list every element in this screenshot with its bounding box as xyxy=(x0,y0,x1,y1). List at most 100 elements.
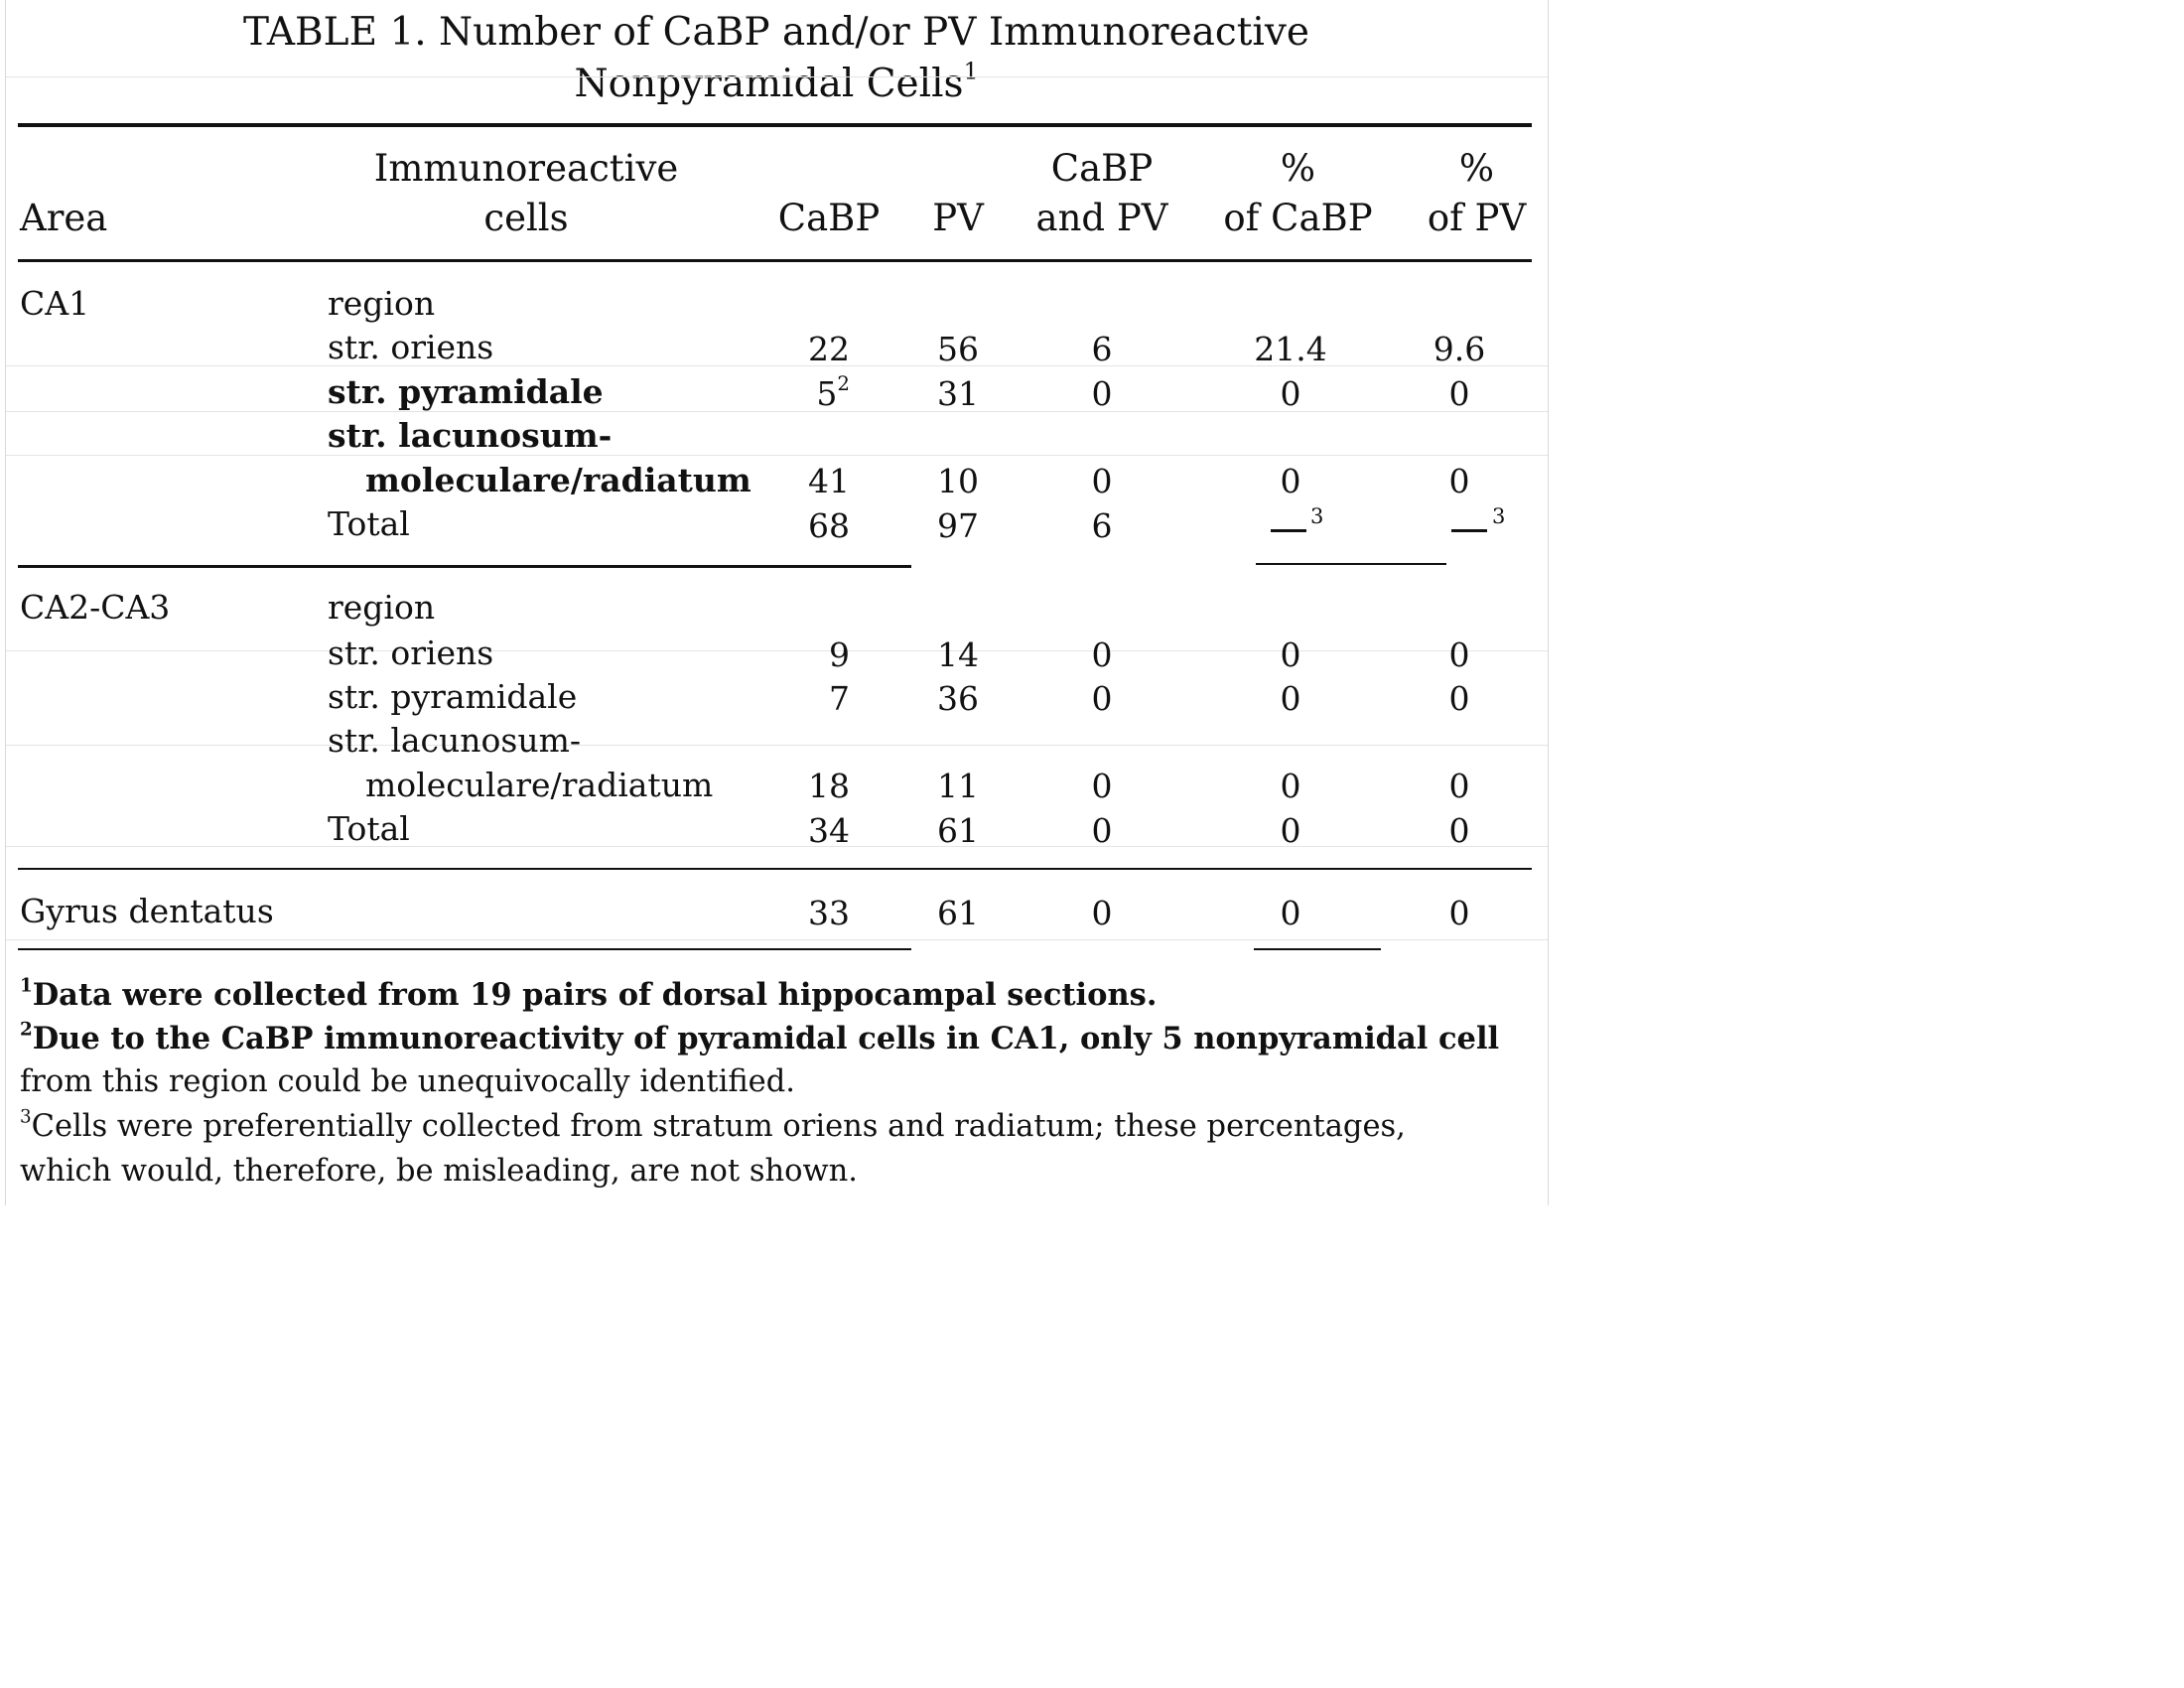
row-label: str. oriens xyxy=(328,633,494,672)
cell-pct-pv: 0 xyxy=(1448,811,1470,850)
cell-pv: 36 xyxy=(937,679,979,718)
footnote-text: Due to the CaBP immunoreactivity of pyra… xyxy=(32,1021,1500,1056)
cell-both: 0 xyxy=(1091,811,1113,850)
cell-both: 0 xyxy=(1091,767,1113,805)
section-rule-ca23 xyxy=(18,868,1532,870)
row-label: str. pyramidale xyxy=(328,677,578,716)
area-ca23: CA2-CA3 xyxy=(20,588,171,627)
page-border-right xyxy=(1548,0,1549,1205)
cell-pct-cabp: 0 xyxy=(1280,374,1301,413)
bottom-rule xyxy=(18,948,911,950)
cell-pct-cabp: 21.4 xyxy=(1254,330,1327,368)
row-label-line1: str. lacunosum- xyxy=(328,416,613,455)
cell-pct-cabp: 0 xyxy=(1280,635,1301,674)
cell-pv: 14 xyxy=(937,635,979,674)
header-area: Area xyxy=(20,197,108,239)
cell-pct-pv: 0 xyxy=(1448,635,1470,674)
header-pct-pv-line2: of PV xyxy=(1427,197,1527,239)
table-page: TABLE 1. Number of CaBP and/or PV Immuno… xyxy=(0,0,1553,1205)
cell-both: 0 xyxy=(1091,374,1113,413)
cell-cabp: 68 xyxy=(808,506,850,545)
cell-cabp: 41 xyxy=(808,462,850,500)
cell-pv: 61 xyxy=(937,811,979,850)
row-label: str. oriens xyxy=(328,328,494,366)
header-cabp: CaBP xyxy=(777,197,881,239)
grid-line xyxy=(6,745,1548,746)
cell-cabp: 52 xyxy=(774,374,850,414)
cell-both: 0 xyxy=(1091,462,1113,500)
grid-line xyxy=(6,76,1548,77)
cell-pct-cabp: 0 xyxy=(1280,767,1301,805)
footnote-mark: 2 xyxy=(837,372,850,396)
cell-cabp: 7 xyxy=(829,679,850,718)
footnote-mark: 2 xyxy=(20,1019,33,1041)
cell-pct-pv: 0 xyxy=(1448,894,1470,932)
top-rule xyxy=(18,123,1532,127)
footnote-mark: 3 xyxy=(1310,504,1324,528)
footnote-text: Cells were preferentially collected from… xyxy=(31,1109,1406,1144)
cell-cabp-value: 5 xyxy=(816,374,838,413)
region-label: region xyxy=(328,588,436,627)
row-label-line1: str. lacunosum- xyxy=(328,721,582,760)
grid-line xyxy=(6,411,1548,412)
row-label-line2: moleculare/radiatum xyxy=(365,461,751,499)
cell-cabp: 22 xyxy=(808,330,850,368)
cell-both: 6 xyxy=(1091,330,1113,368)
grid-line xyxy=(6,846,1548,847)
header-pv: PV xyxy=(932,197,984,239)
header-pct-cabp-line2: of CaBP xyxy=(1223,197,1373,239)
footnote-3: 3Cells were preferentially collected fro… xyxy=(20,1105,1406,1149)
cell-cabp: 18 xyxy=(808,767,850,805)
grid-line xyxy=(6,939,1548,940)
cell-pv: 10 xyxy=(937,462,979,500)
grid-line xyxy=(6,650,1548,651)
cell-both: 0 xyxy=(1091,635,1113,674)
footnote-mark: 3 xyxy=(20,1106,32,1128)
header-cells-line2: cells xyxy=(483,197,569,239)
table-title-line1: TABLE 1. Number of CaBP and/or PV Immuno… xyxy=(242,10,1310,55)
cell-pct-cabp: 0 xyxy=(1280,811,1301,850)
row-label: str. pyramidale xyxy=(328,372,604,411)
footnote-mark: 3 xyxy=(1492,504,1506,528)
row-label-line2: moleculare/radiatum xyxy=(365,766,714,804)
cell-both: 6 xyxy=(1091,506,1113,545)
table-title-footnote-mark: 1 xyxy=(963,57,979,85)
cell-cabp: 9 xyxy=(829,635,850,674)
footnote-2: 2Due to the CaBP immunoreactivity of pyr… xyxy=(20,1017,1499,1060)
cell-pv: 56 xyxy=(937,330,979,368)
cell-pv: 61 xyxy=(937,894,979,932)
cell-pct-pv: 0 xyxy=(1448,767,1470,805)
section-rule-ca1-right xyxy=(1256,563,1446,565)
cell-pct-cabp: 0 xyxy=(1280,679,1301,718)
footnote-2-continued: from this region could be unequivocally … xyxy=(20,1064,795,1099)
grid-line xyxy=(6,365,1548,366)
header-cells-line1: Immunoreactive xyxy=(373,147,679,190)
cell-pct-cabp: 0 xyxy=(1280,462,1301,500)
header-both-line1: CaBP xyxy=(1050,147,1154,190)
cell-cabp: 34 xyxy=(808,811,850,850)
row-label: Total xyxy=(328,809,410,848)
footnote-3-continued: which would, therefore, be misleading, a… xyxy=(20,1154,858,1189)
header-pct-pv-line1: % xyxy=(1458,147,1495,190)
cell-pct-pv: 9.6 xyxy=(1433,330,1486,368)
cell-pct-pv: 0 xyxy=(1448,679,1470,718)
area-ca1: CA1 xyxy=(20,284,90,323)
cell-pct-pv: 0 xyxy=(1448,462,1470,500)
cell-both: 0 xyxy=(1091,894,1113,932)
table-title-text: Nonpyramidal Cells xyxy=(574,62,964,106)
page-border-left xyxy=(5,0,6,1205)
cell-pv: 97 xyxy=(937,506,979,545)
row-label: Total xyxy=(328,504,410,543)
cell-pct-pv: 0 xyxy=(1448,374,1470,413)
cell-pv: 31 xyxy=(937,374,979,413)
grid-line xyxy=(6,455,1548,456)
cell-both: 0 xyxy=(1091,679,1113,718)
header-rule xyxy=(18,259,1532,262)
cell-cabp: 33 xyxy=(808,894,850,932)
footnote-text: Data were collected from 19 pairs of dor… xyxy=(32,977,1158,1013)
region-label: region xyxy=(328,284,436,323)
omitted-value-dash xyxy=(1271,529,1306,532)
cell-pct-cabp: 0 xyxy=(1280,894,1301,932)
footnote-mark: 1 xyxy=(20,975,33,997)
table-title-line2: Nonpyramidal Cells1 xyxy=(0,60,1553,107)
